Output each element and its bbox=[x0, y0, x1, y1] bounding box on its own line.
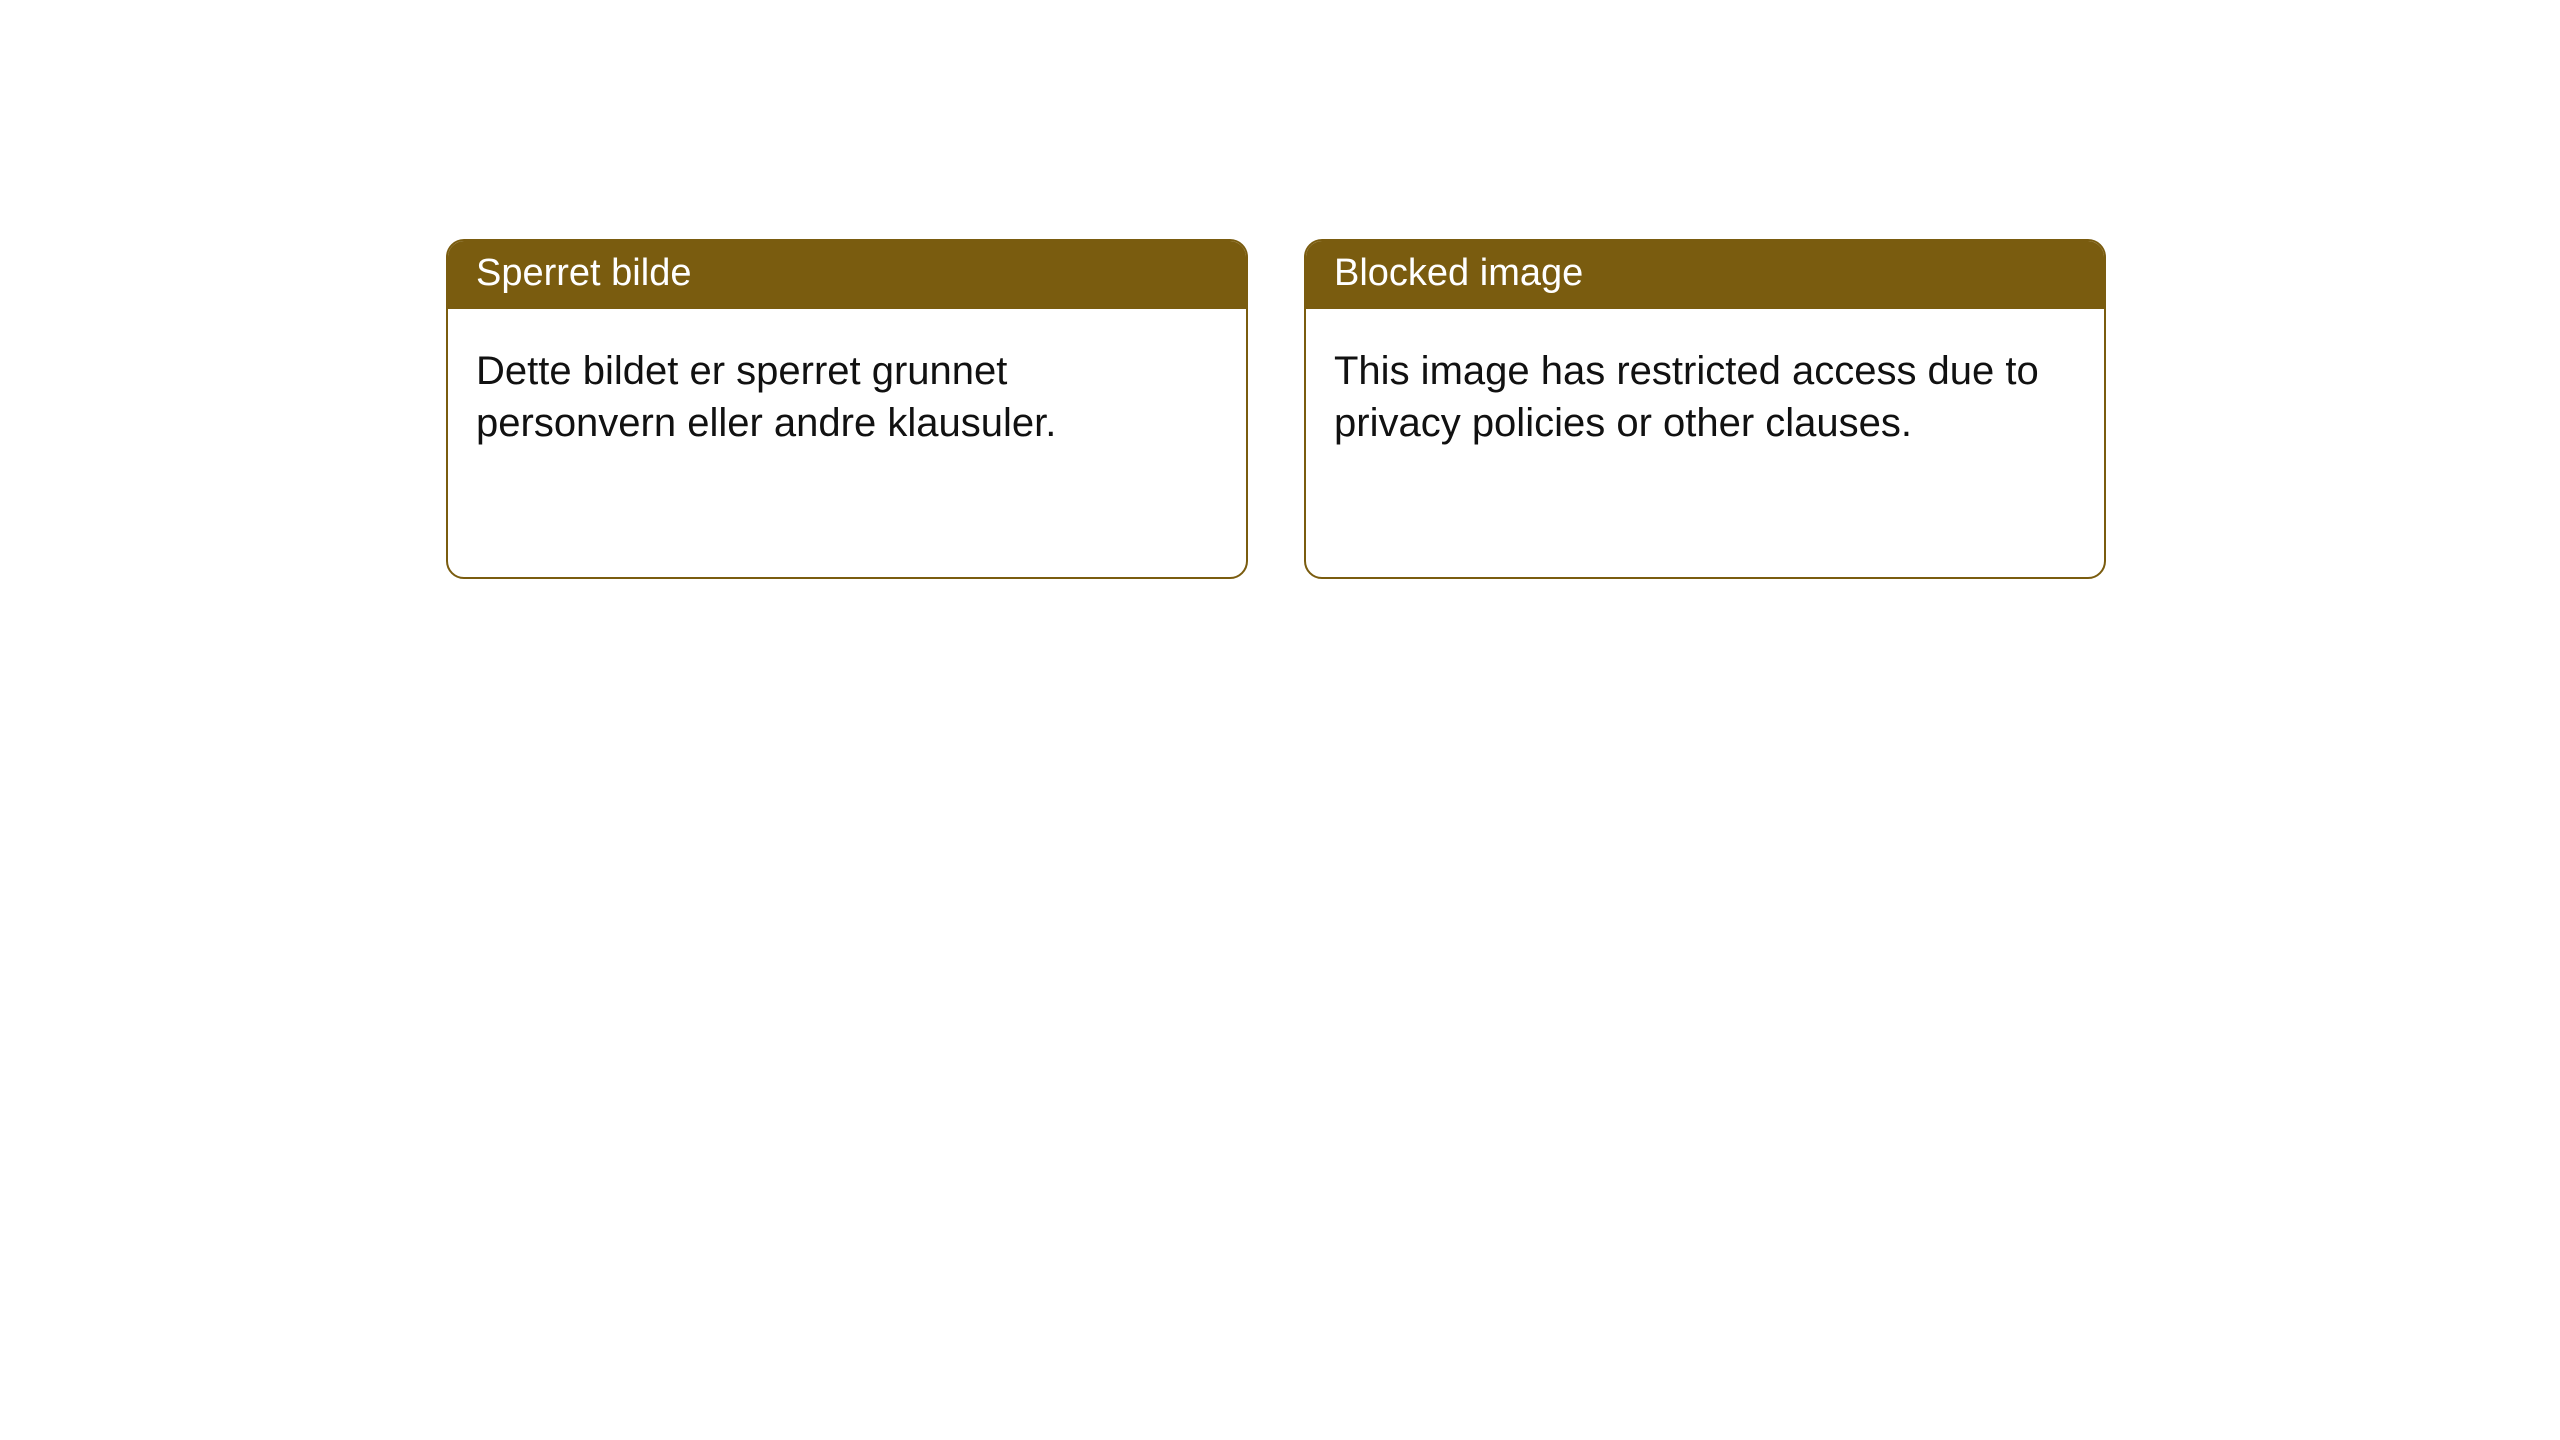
notice-container: Sperret bilde Dette bildet er sperret gr… bbox=[0, 0, 2560, 579]
notice-card-english: Blocked image This image has restricted … bbox=[1304, 239, 2106, 579]
notice-body-text: This image has restricted access due to … bbox=[1306, 309, 2104, 577]
notice-title: Blocked image bbox=[1306, 241, 2104, 309]
notice-body-text: Dette bildet er sperret grunnet personve… bbox=[448, 309, 1246, 577]
notice-card-norwegian: Sperret bilde Dette bildet er sperret gr… bbox=[446, 239, 1248, 579]
notice-title: Sperret bilde bbox=[448, 241, 1246, 309]
